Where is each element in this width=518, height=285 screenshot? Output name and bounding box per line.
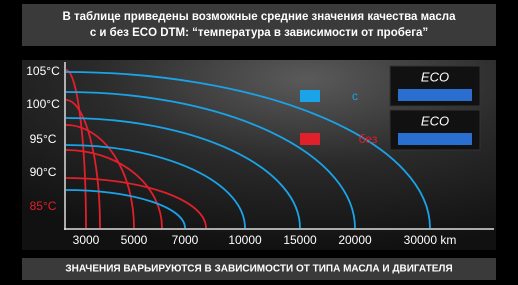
footer: ЗНАЧЕНИЯ ВАРЬИРУЮТСЯ В ЗАВИСИМОСТИ ОТ ТИ… [65,264,452,275]
x-label: 7000 [172,233,199,247]
logo-bar [398,89,472,101]
legend-swatch [300,90,320,102]
x-label: 20000 [338,233,372,247]
infographic: В таблице приведены возможные средние зн… [0,0,518,285]
header-line: с и без ECO DTM: “температура в зависимо… [90,27,428,39]
logo-text: ECO [421,69,449,84]
logo-text: ECO [421,113,449,128]
y-label: 95°C [30,132,57,146]
y-label: 100°C [26,97,60,111]
legend-label: с [352,89,358,103]
page: В таблице приведены возможные средние зн… [0,0,518,285]
logo-bar [398,133,472,145]
y-label: 85°C [30,199,57,213]
header-line: В таблице приведены возможные средние зн… [62,11,456,23]
y-label: 105°C [26,64,60,78]
legend-label: без [359,132,378,146]
x-label: 3000 [73,233,100,247]
x-label: 15000 [283,233,317,247]
x-label: 10000 [228,233,262,247]
x-label: 5000 [121,233,148,247]
legend-swatch [300,133,320,145]
y-label: 90°C [30,165,57,179]
x-label: 30000 km [404,233,457,247]
